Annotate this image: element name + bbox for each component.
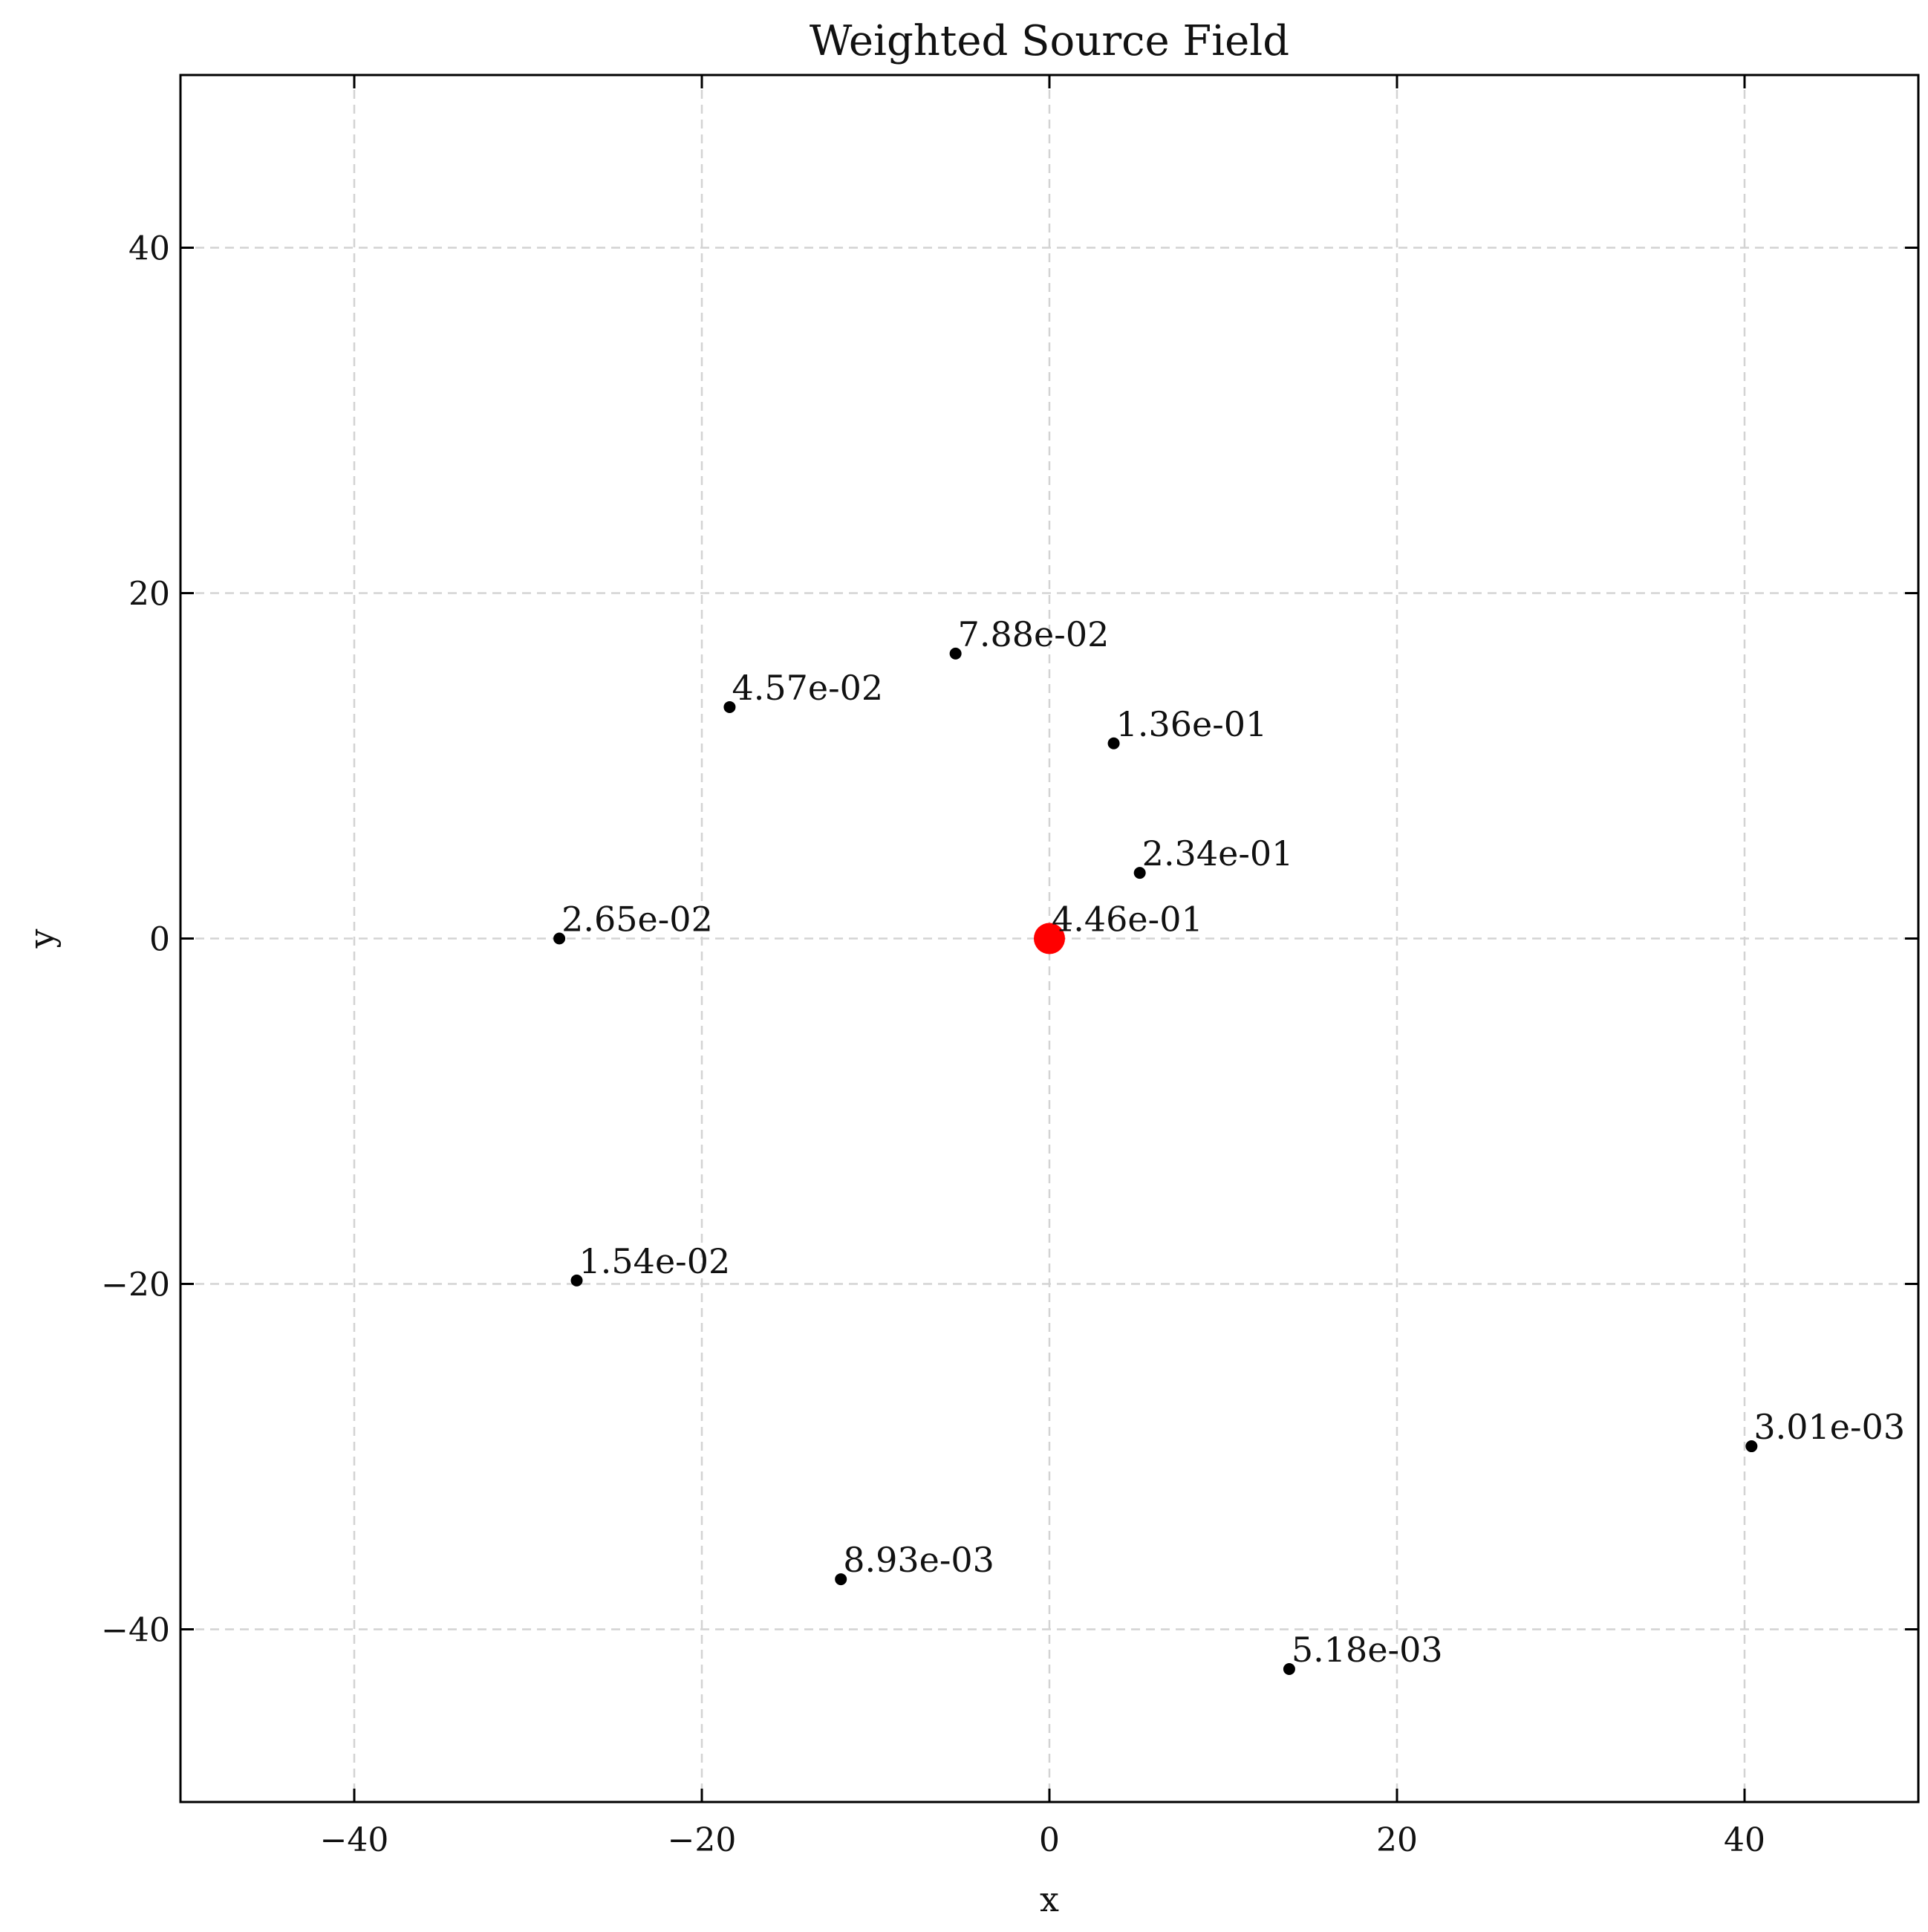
- y-tick-label: 40: [128, 230, 170, 268]
- source-point: [835, 1573, 847, 1586]
- x-tick-label: 0: [1039, 1821, 1060, 1859]
- grid: [180, 75, 1918, 1802]
- x-tick-label: −20: [668, 1821, 737, 1859]
- source-point: [553, 932, 566, 945]
- point-value-label: 4.57e-02: [732, 668, 883, 708]
- source-point: [570, 1274, 583, 1287]
- point-value-label: 5.18e-03: [1292, 1630, 1443, 1670]
- point-value-label: 2.34e-01: [1142, 833, 1294, 874]
- x-tick-label: 20: [1376, 1821, 1418, 1859]
- y-tick-label: −40: [101, 1612, 170, 1650]
- source-point: [1283, 1662, 1295, 1675]
- y-tick-label: 20: [128, 576, 170, 614]
- point-value-label: 2.65e-02: [561, 900, 713, 940]
- source-point: [1133, 867, 1146, 879]
- point-value-label: 1.54e-02: [579, 1241, 731, 1281]
- data-points: 4.46e-01 2.34e-01 1.36e-01 7.88e-02 4.57e-02…: [553, 614, 1905, 1675]
- highlight-source-point: [1034, 923, 1065, 954]
- point-value-label: 1.36e-01: [1116, 704, 1268, 744]
- source-point: [723, 700, 736, 713]
- point-value-label: 7.88e-02: [958, 614, 1110, 654]
- point-value-label: 8.93e-03: [843, 1540, 994, 1580]
- x-axis-label: x: [1040, 1879, 1059, 1919]
- y-axis-label: y: [22, 929, 62, 949]
- point-value-label: 3.01e-03: [1753, 1407, 1905, 1447]
- point-value-label: 4.46e-01: [1052, 900, 1203, 940]
- plot-frame: [179, 74, 1920, 1803]
- ticks: −40 −20 0 20 40 −40 −20 0 20 40: [101, 75, 1918, 1859]
- x-tick-label: −40: [320, 1821, 389, 1859]
- source-point: [1745, 1440, 1758, 1453]
- x-tick-label: 40: [1724, 1821, 1765, 1859]
- source-point: [1107, 737, 1120, 749]
- source-point: [949, 647, 962, 660]
- chart-title: Weighted Source Field: [810, 17, 1289, 65]
- y-tick-label: 0: [149, 921, 170, 959]
- y-tick-label: −20: [101, 1266, 170, 1304]
